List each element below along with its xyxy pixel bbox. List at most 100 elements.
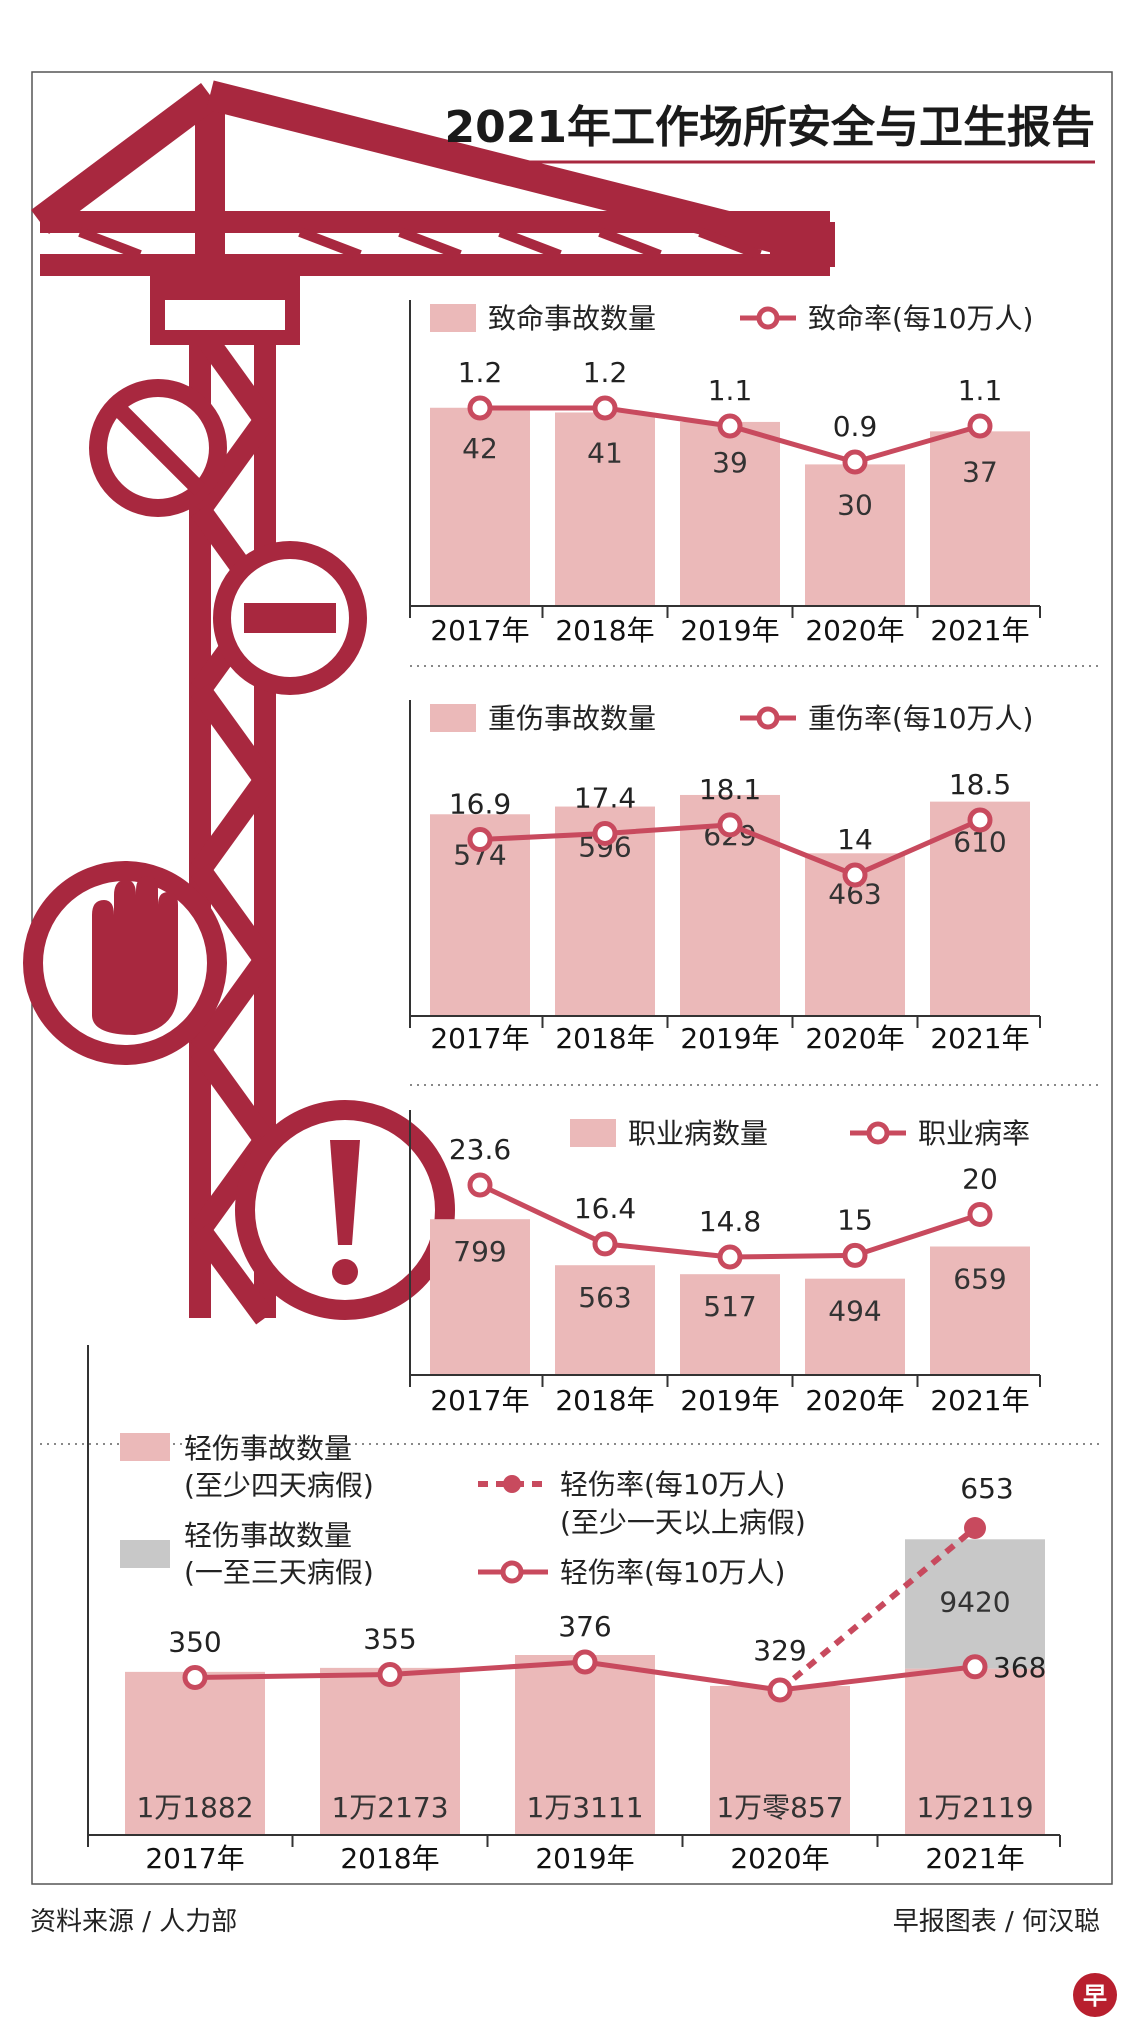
bar-occ-3 (805, 1278, 905, 1375)
rate-point-major-4 (967, 807, 993, 833)
rate-point-fatal-3 (842, 449, 868, 475)
legend-swatch-bar-occ (570, 1119, 616, 1147)
x-tick-label-occ-4: 2021年 (930, 1384, 1029, 1417)
rate-point-minor-4 (962, 1654, 988, 1680)
charts-layer: 42 41 39 30 37 2017年 2018年 2019年 2020年 2021年 1.2 1.… (87, 300, 1061, 1875)
x-tick-label-major-0: 2017年 (430, 1022, 529, 1055)
x-tick-label-fatal-2: 2019年 (680, 614, 779, 647)
credit-note: 早报图表 / 何汉聪 (893, 1907, 1100, 1937)
bar-label-fatal-2: 39 (712, 446, 748, 479)
rate-value-label-fatal-0: 1.2 (458, 356, 503, 389)
legend-label-bar-major: 重伤事故数量 (488, 702, 656, 735)
x-tick-label-minor-1: 2018年 (340, 1842, 439, 1875)
legend-swatch-point-major (756, 706, 780, 730)
rate-point-fatal-1 (592, 395, 618, 421)
bar-label-occ-3: 494 (828, 1295, 881, 1328)
legend-label-line-occ: 职业病率 (918, 1117, 1030, 1150)
bar-minor-3 (710, 1685, 850, 1835)
bar-label-minor-2: 1万3111 (526, 1791, 643, 1824)
legend-swatch-point-occ (866, 1121, 890, 1145)
rate-point-occ-3 (842, 1242, 868, 1268)
legend-label-stack-line2: (一至三天病假) (184, 1556, 374, 1589)
rate-value-label-fatal-1: 1.2 (583, 356, 628, 389)
rate-point-fatal-0 (467, 395, 493, 421)
rate-point-major-0 (467, 827, 493, 853)
legend-label-stack-line1: 轻伤事故数量 (184, 1519, 352, 1552)
page-title: 2021年工作场所安全与卫生报告 (445, 102, 1095, 153)
bar-label-fatal-4: 37 (962, 455, 998, 488)
rate-value-label-minor-2: 376 (558, 1610, 611, 1643)
rate-value-label-occ-2: 14.8 (699, 1205, 761, 1238)
dashed-line-minor (778, 1525, 977, 1693)
dashed-value-label-minor-4: 653 (960, 1472, 1013, 1505)
rate-value-label-fatal-2: 1.1 (708, 374, 753, 407)
x-tick-label-major-4: 2021年 (930, 1022, 1029, 1055)
x-tick-label-fatal-1: 2018年 (555, 614, 654, 647)
rate-point-occ-2 (717, 1244, 743, 1270)
bar-label-minor-4: 1万2119 (916, 1791, 1033, 1824)
bar-label-fatal-3: 30 (837, 488, 873, 521)
bar-occ-1 (555, 1265, 655, 1375)
bar-occ-2 (680, 1274, 780, 1375)
bar-fatal-3 (805, 464, 905, 606)
rate-value-label-occ-0: 23.6 (449, 1133, 511, 1166)
rate-value-label-minor-3: 329 (753, 1634, 806, 1667)
rate-value-label-minor-4: 368 (993, 1651, 1046, 1684)
rate-value-label-major-3: 14 (837, 823, 873, 856)
rate-value-label-occ-1: 16.4 (574, 1192, 636, 1225)
warning-exclamation-icon (235, 1100, 455, 1320)
x-tick-label-major-3: 2020年 (805, 1022, 904, 1055)
legend-swatch-bar-fatal (430, 304, 476, 332)
x-tick-label-occ-1: 2018年 (555, 1384, 654, 1417)
rate-point-major-2 (717, 812, 743, 838)
legend-swatch-point-minor (500, 1560, 524, 1584)
rate-value-label-occ-4: 20 (962, 1162, 998, 1195)
rate-value-label-minor-0: 350 (168, 1625, 221, 1658)
legend-label-line-major: 重伤率(每10万人) (808, 702, 1033, 735)
stop-hand-icon (23, 861, 227, 1065)
bar-stack-label-minor-4: 9420 (939, 1585, 1010, 1618)
bar-minor-0 (125, 1671, 265, 1835)
rate-point-fatal-2 (717, 413, 743, 439)
rate-point-minor-0 (182, 1664, 208, 1690)
bar-fatal-4 (930, 431, 1030, 606)
minus-sign-icon (213, 541, 367, 695)
legend-label-line-fatal: 致命率(每10万人) (808, 302, 1033, 335)
zaobao-logo: 早 (1073, 1973, 1117, 2017)
rate-point-minor-1 (377, 1662, 403, 1688)
rate-value-label-minor-1: 355 (363, 1623, 416, 1656)
crane-illustration (23, 80, 835, 1325)
bar-minor-2 (515, 1655, 655, 1835)
legend-label-bar-line1: 轻伤事故数量 (184, 1432, 352, 1465)
x-tick-label-occ-3: 2020年 (805, 1384, 904, 1417)
bar-minor-1 (320, 1667, 460, 1835)
bar-occ-4 (930, 1246, 1030, 1375)
rate-value-label-occ-3: 15 (837, 1203, 873, 1236)
rate-value-label-major-0: 16.9 (449, 788, 511, 821)
rate-point-minor-3 (767, 1677, 793, 1703)
rate-point-occ-1 (592, 1231, 618, 1257)
rate-value-label-major-2: 18.1 (699, 773, 761, 806)
bar-minor-4 (905, 1668, 1045, 1835)
bar-fatal-2 (680, 421, 780, 606)
bar-label-minor-0: 1万1882 (136, 1791, 253, 1824)
logo-text: 早 (1083, 1982, 1107, 2010)
x-tick-label-fatal-0: 2017年 (430, 614, 529, 647)
rate-value-label-fatal-4: 1.1 (958, 374, 1003, 407)
legend-label-dashed-line2: (至少一天以上病假) (560, 1506, 806, 1539)
bar-label-fatal-0: 42 (462, 432, 498, 465)
bar-label-fatal-1: 41 (587, 436, 623, 469)
legend-swatch-dashed-point-minor (503, 1475, 521, 1493)
rate-point-occ-4 (967, 1201, 993, 1227)
x-tick-label-fatal-3: 2020年 (805, 614, 904, 647)
legend-label-bar-line2: (至少四天病假) (184, 1469, 374, 1502)
x-tick-label-major-1: 2018年 (555, 1022, 654, 1055)
bar-label-minor-3: 1万零857 (716, 1791, 843, 1824)
legend-swatch-stack-minor (120, 1540, 170, 1568)
x-tick-label-minor-3: 2020年 (730, 1842, 829, 1875)
rate-value-label-fatal-3: 0.9 (833, 410, 878, 443)
legend-label-bar-occ: 职业病数量 (628, 1117, 768, 1150)
rate-point-minor-2 (572, 1649, 598, 1675)
x-tick-label-occ-2: 2019年 (680, 1384, 779, 1417)
